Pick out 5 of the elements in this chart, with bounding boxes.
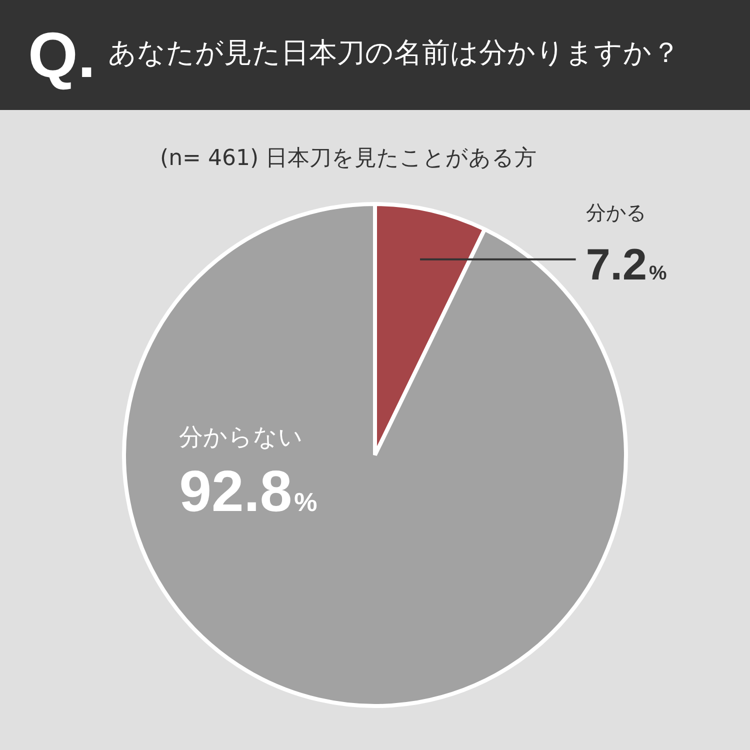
chart-subtitle: (n= 461) 日本刀を見たことがある方 xyxy=(160,145,537,173)
data-label: 92.8% xyxy=(179,459,318,524)
slice-label: 分からない xyxy=(179,423,304,451)
slice-label: 分かる xyxy=(586,200,646,224)
data-label: 7.2% xyxy=(586,240,668,290)
